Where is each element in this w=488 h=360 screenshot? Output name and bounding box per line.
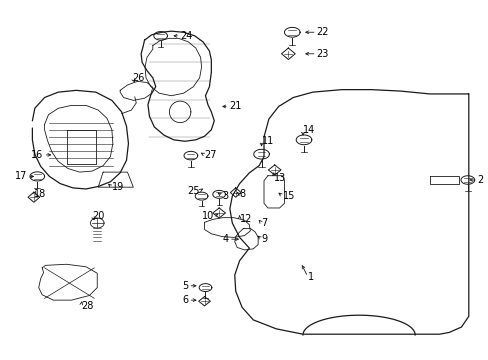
Text: 5: 5 xyxy=(182,281,188,291)
Text: 26: 26 xyxy=(132,73,144,83)
Text: 27: 27 xyxy=(204,150,217,160)
Text: 28: 28 xyxy=(81,301,93,311)
Text: 3: 3 xyxy=(222,191,228,201)
Text: 2: 2 xyxy=(477,175,483,185)
Text: 9: 9 xyxy=(261,234,267,244)
Text: 18: 18 xyxy=(34,189,46,199)
Text: 15: 15 xyxy=(282,191,294,201)
Text: 24: 24 xyxy=(180,31,192,41)
Text: 22: 22 xyxy=(316,27,328,37)
Text: 8: 8 xyxy=(239,189,245,199)
Text: 13: 13 xyxy=(273,173,285,183)
Text: 11: 11 xyxy=(261,136,273,145)
Text: 14: 14 xyxy=(303,125,315,135)
Text: 6: 6 xyxy=(182,295,188,305)
Text: 1: 1 xyxy=(307,272,313,282)
Text: 21: 21 xyxy=(228,102,241,112)
Text: 4: 4 xyxy=(223,234,228,244)
Text: 20: 20 xyxy=(92,211,104,221)
Text: 23: 23 xyxy=(316,49,328,59)
Text: 17: 17 xyxy=(15,171,27,181)
Text: 19: 19 xyxy=(112,182,124,192)
Text: 7: 7 xyxy=(261,218,267,228)
Text: 10: 10 xyxy=(202,211,214,221)
Text: 16: 16 xyxy=(31,150,43,160)
Text: 25: 25 xyxy=(187,186,199,196)
Text: 12: 12 xyxy=(239,215,251,224)
